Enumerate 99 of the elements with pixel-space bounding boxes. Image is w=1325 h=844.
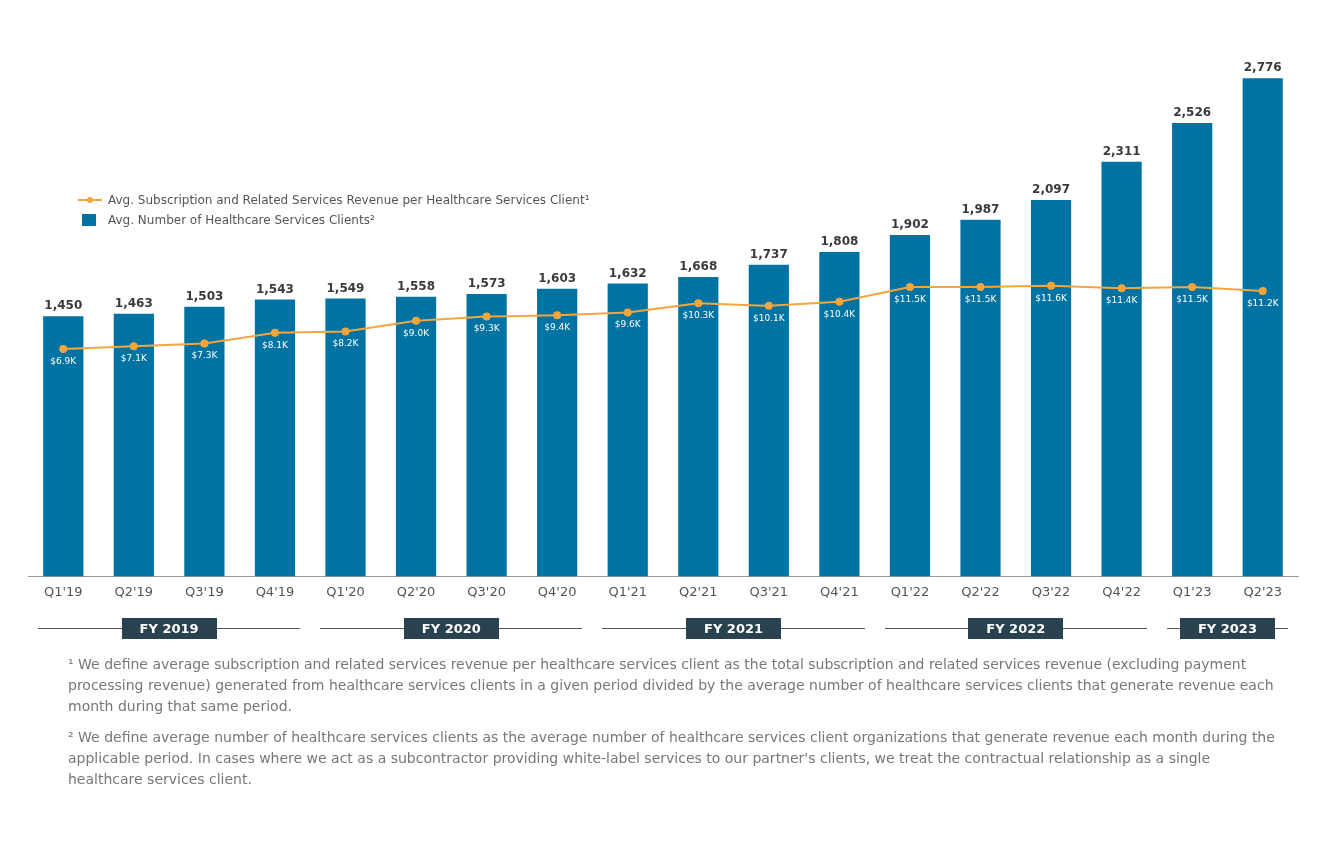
data-label: $11.2K [1246, 297, 1280, 308]
point [1117, 284, 1126, 293]
data-label: 1,632 [608, 265, 647, 280]
x-tick-label: Q4'22 [1102, 583, 1141, 599]
bar [1242, 78, 1283, 577]
bar [1030, 200, 1072, 577]
text: FY 2022 [968, 618, 1064, 639]
data-label: 1,902 [890, 217, 929, 232]
point [623, 308, 632, 317]
bar [395, 296, 437, 577]
x-tick-label: Q1'23 [1172, 583, 1212, 599]
point [553, 311, 562, 320]
x-tick-label: Q2'23 [1243, 583, 1283, 599]
bar [1101, 161, 1142, 577]
legend-label: Avg. Subscription and Related Services Revenue per Healthcare Services Client¹ [108, 193, 590, 207]
data-label: $11.5K [894, 293, 927, 304]
x-tick-label: Q1'21 [608, 583, 648, 599]
x-tick-label: Q2'19 [114, 583, 154, 599]
point [1188, 283, 1197, 292]
data-label: $9.6K [614, 319, 642, 330]
text: FY 2021 [686, 618, 782, 639]
bar [113, 313, 154, 577]
point [764, 301, 773, 310]
x-tick-label: Q4'20 [537, 583, 577, 599]
data-label: 1,668 [679, 259, 718, 274]
bar [748, 264, 789, 577]
bar [43, 316, 84, 577]
data-label: $9.4K [544, 322, 572, 333]
bar [607, 283, 648, 577]
x-tick-label: Q1'20 [326, 583, 365, 599]
data-label: 2,311 [1102, 143, 1141, 158]
data-label: 1,450 [44, 298, 83, 313]
legend-label: Avg. Number of Healthcare Services Clients² [108, 213, 375, 227]
point [59, 344, 68, 353]
x-tick-label: Q1'22 [890, 583, 930, 599]
x-tick-label: Q4'19 [255, 583, 295, 599]
data-label: 1,987 [961, 201, 1000, 216]
data-label: $10.1K [753, 312, 786, 323]
data-label: 1,558 [397, 278, 436, 293]
data-label: 1,549 [326, 280, 365, 295]
data-label: $11.6K [1035, 292, 1068, 303]
text: ¹ We define average subscription and related services revenue per healthcare services client as the total subscription and related services revenue (excluding payment processing revenue) generated from healthcare services clients in a given period divided by the average number of healthcare services clients that generate revenue each month during that same period. [68, 655, 1275, 716]
point [270, 328, 279, 337]
point [1047, 281, 1056, 290]
point [976, 283, 985, 292]
bar [254, 299, 296, 577]
data-label: 2,097 [1032, 182, 1071, 197]
text: FY 2019 [121, 618, 217, 639]
point [341, 327, 350, 336]
data-label: 1,503 [185, 288, 224, 303]
data-label: $9.3K [473, 323, 501, 334]
data-label: $11.4K [1105, 295, 1139, 306]
data-label: $10.3K [682, 310, 716, 321]
point [412, 316, 421, 325]
point [835, 297, 844, 306]
bar [889, 235, 931, 577]
data-label: $8.1K [261, 339, 290, 350]
data-label: 1,737 [749, 246, 788, 261]
text: ² We define average number of healthcare services clients as the average number of healthcare services client organizations that generate revenue each month during the applicable period. In cases where we act as a subcontractor providing white-label services to our partner's clients, we treat the contractual relationship as a single healthcare services client. [68, 728, 1276, 789]
data-label: 1,603 [538, 270, 577, 285]
point [905, 283, 914, 292]
point [694, 299, 703, 308]
x-tick-label: Q3'20 [467, 583, 506, 599]
point [200, 339, 209, 348]
data-label: 1,463 [114, 295, 153, 310]
x-tick-label: Q3'22 [1031, 583, 1071, 599]
data-label: $6.9K [50, 355, 78, 366]
data-label: $7.1K [120, 353, 148, 364]
x-tick-label: Q2'22 [961, 583, 1000, 599]
bar [184, 306, 225, 577]
text: FY 2023 [1179, 618, 1275, 639]
data-label: 2,526 [1173, 105, 1212, 120]
x-tick-label: Q2'21 [678, 583, 718, 599]
bar [960, 219, 1001, 577]
x-tick-label: Q4'21 [820, 583, 859, 599]
point [482, 312, 491, 321]
data-label: 1,543 [255, 281, 294, 296]
data-label: 1,808 [820, 234, 859, 249]
point [129, 342, 138, 351]
data-label: $11.5K [1176, 293, 1210, 304]
data-label: 2,776 [1243, 60, 1282, 75]
data-label: $7.3K [191, 350, 219, 361]
text: FY 2020 [403, 618, 499, 639]
x-tick-label: Q3'21 [749, 583, 789, 599]
data-label: $9.0K [403, 327, 431, 338]
data-label: $11.5K [964, 293, 998, 304]
bar [819, 251, 860, 577]
bar [678, 277, 719, 577]
bar [537, 288, 578, 577]
bar [325, 298, 366, 577]
data-label: 1,573 [467, 276, 506, 291]
data-label: $10.4K [823, 308, 857, 319]
x-tick-label: Q2'20 [396, 583, 436, 599]
x-tick-label: Q1'19 [43, 583, 83, 599]
point [1258, 287, 1267, 296]
data-label: $8.2K [332, 338, 360, 349]
bar [466, 294, 507, 577]
bar [1172, 123, 1213, 577]
x-tick-label: Q3'19 [185, 583, 224, 599]
